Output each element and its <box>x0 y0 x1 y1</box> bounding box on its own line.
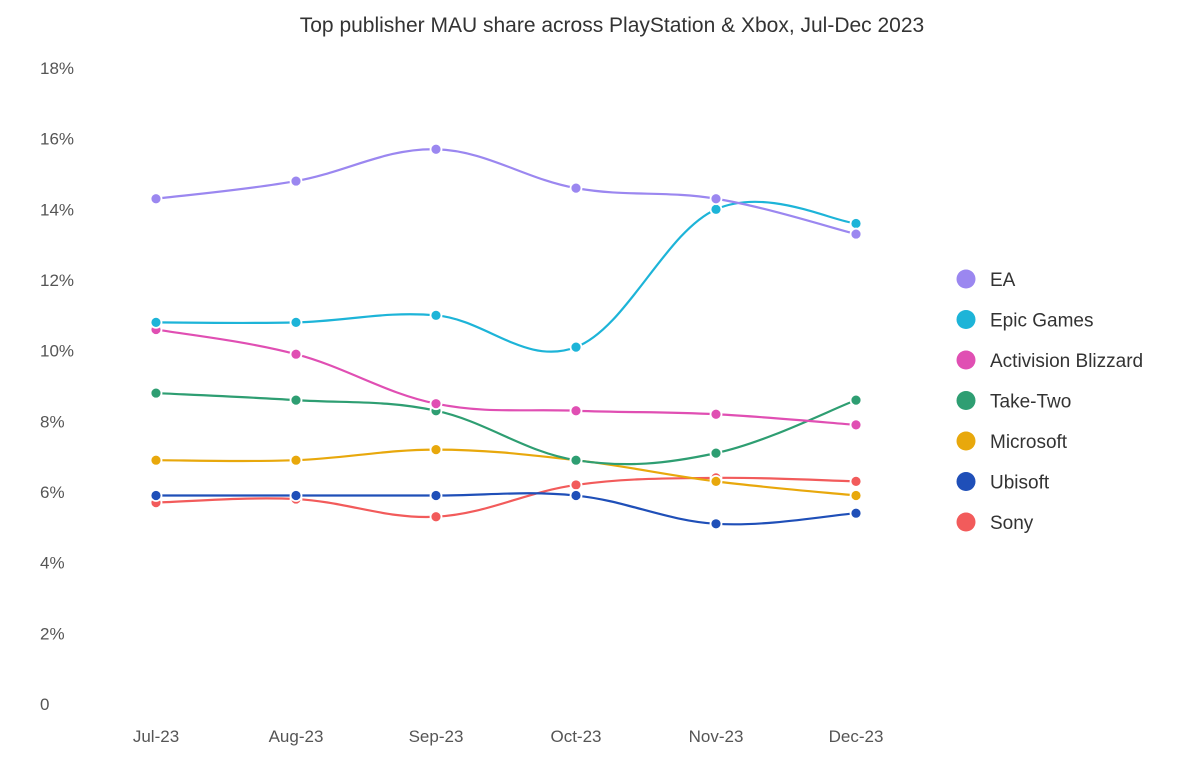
data-point-ea[interactable] <box>289 174 303 188</box>
legend-marker <box>956 391 976 410</box>
series-line-ea <box>155 148 857 236</box>
data-point-ubisoft[interactable] <box>289 489 303 502</box>
legend-label[interactable]: Microsoft <box>990 432 1068 453</box>
legend-label[interactable]: Ubisoft <box>990 473 1050 494</box>
data-point-ubisoft[interactable] <box>849 506 863 520</box>
data-point-epic-games[interactable] <box>149 315 163 329</box>
data-point-microsoft[interactable] <box>709 474 723 488</box>
data-point-take-two[interactable] <box>709 446 723 460</box>
legend-marker <box>956 269 976 289</box>
y-tick-label: 12% <box>40 271 74 290</box>
data-point-ubisoft[interactable] <box>149 489 163 502</box>
legend-marker <box>956 512 976 532</box>
data-point-microsoft[interactable] <box>849 489 863 502</box>
x-tick-label: Oct-23 <box>550 727 601 746</box>
series-line-activision-blizzard <box>155 328 857 426</box>
legend-label[interactable]: Sony <box>990 513 1034 534</box>
data-point-take-two[interactable] <box>289 393 303 407</box>
legend-marker <box>956 431 976 451</box>
y-tick-label: 2% <box>40 624 65 643</box>
data-point-take-two[interactable] <box>569 453 583 467</box>
x-axis: Jul-23 Aug-23 Sep-23 Oct-23 Nov-23 Dec-23 <box>133 727 884 746</box>
y-tick-label: 0 <box>40 695 49 714</box>
y-tick-label: 4% <box>40 554 65 573</box>
legend-label[interactable]: Take-Two <box>990 392 1071 413</box>
series-line-epic-games <box>155 200 857 353</box>
y-axis: 0 2% 4% 6% 8% 10% 12% 14% 16% 18% <box>40 59 74 714</box>
data-point-ea[interactable] <box>149 192 163 206</box>
series-lines <box>155 148 857 526</box>
data-point-microsoft[interactable] <box>289 453 303 467</box>
data-point-sony[interactable] <box>569 478 583 492</box>
y-tick-label: 16% <box>40 130 74 149</box>
data-point-ubisoft[interactable] <box>709 517 723 531</box>
x-tick-label: Jul-23 <box>133 727 179 746</box>
y-tick-label: 6% <box>40 483 65 502</box>
chart-title: Top publisher MAU share across PlayStati… <box>300 14 924 37</box>
data-point-take-two[interactable] <box>849 393 863 407</box>
data-point-sony[interactable] <box>849 474 863 488</box>
data-point-ubisoft[interactable] <box>569 489 583 502</box>
legend: EA Epic Games Activision Blizzard Take-Two M… <box>956 269 1143 534</box>
legend-marker <box>956 472 976 491</box>
legend-label[interactable]: EA <box>990 270 1016 291</box>
data-point-microsoft[interactable] <box>429 443 443 457</box>
legend-label[interactable]: Activision Blizzard <box>990 351 1143 372</box>
data-point-epic-games[interactable] <box>289 315 303 329</box>
series-line-microsoft <box>155 448 857 497</box>
legend-marker <box>956 350 976 370</box>
data-point-microsoft[interactable] <box>149 453 163 467</box>
data-point-activision-blizzard[interactable] <box>849 418 863 432</box>
data-point-ea[interactable] <box>849 227 863 241</box>
series-line-take-two <box>155 391 857 466</box>
data-point-take-two[interactable] <box>149 386 163 400</box>
x-tick-label: Aug-23 <box>269 727 324 746</box>
x-tick-label: Nov-23 <box>689 727 744 746</box>
y-tick-label: 18% <box>40 59 74 78</box>
series-points <box>149 142 863 531</box>
y-tick-label: 8% <box>40 412 65 431</box>
x-tick-label: Dec-23 <box>829 727 884 746</box>
data-point-activision-blizzard[interactable] <box>429 397 443 411</box>
data-point-activision-blizzard[interactable] <box>709 407 723 421</box>
data-point-ea[interactable] <box>569 181 583 195</box>
data-point-ubisoft[interactable] <box>429 489 443 502</box>
data-point-epic-games[interactable] <box>849 217 863 230</box>
x-tick-label: Sep-23 <box>409 727 464 746</box>
legend-label[interactable]: Epic Games <box>990 311 1093 332</box>
series-line-sony <box>155 476 857 519</box>
series-line-ubisoft <box>156 492 857 526</box>
data-point-ea[interactable] <box>429 142 443 156</box>
data-point-epic-games[interactable] <box>569 340 583 354</box>
data-point-sony[interactable] <box>429 510 443 524</box>
legend-marker <box>956 310 976 329</box>
data-point-activision-blizzard[interactable] <box>569 404 583 418</box>
y-tick-label: 10% <box>40 342 74 361</box>
data-point-ea[interactable] <box>709 192 723 206</box>
data-point-activision-blizzard[interactable] <box>289 347 303 361</box>
data-point-epic-games[interactable] <box>709 202 723 216</box>
data-point-epic-games[interactable] <box>429 308 443 322</box>
y-tick-label: 14% <box>40 200 74 219</box>
